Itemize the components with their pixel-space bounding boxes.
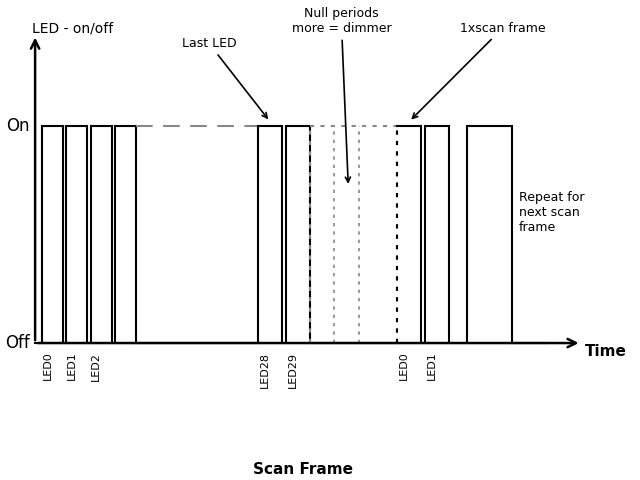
Text: Time: Time (585, 344, 627, 359)
Text: LED2: LED2 (92, 352, 101, 381)
Text: Scan Frame: Scan Frame (253, 462, 353, 478)
Text: LED29: LED29 (288, 352, 298, 388)
Text: LED0: LED0 (42, 352, 52, 381)
Text: Last LED: Last LED (182, 37, 267, 118)
Text: Null periods
more = dimmer: Null periods more = dimmer (291, 7, 391, 182)
Text: LED1: LED1 (427, 352, 437, 381)
Text: LED28: LED28 (260, 352, 270, 388)
Text: Repeat for
next scan
frame: Repeat for next scan frame (519, 191, 584, 234)
Text: LED - on/off: LED - on/off (31, 22, 113, 36)
Text: 1xscan frame: 1xscan frame (412, 22, 545, 118)
Text: Off: Off (5, 334, 30, 352)
Text: On: On (6, 117, 30, 135)
Text: LED1: LED1 (67, 352, 77, 381)
Text: LED0: LED0 (399, 352, 409, 381)
